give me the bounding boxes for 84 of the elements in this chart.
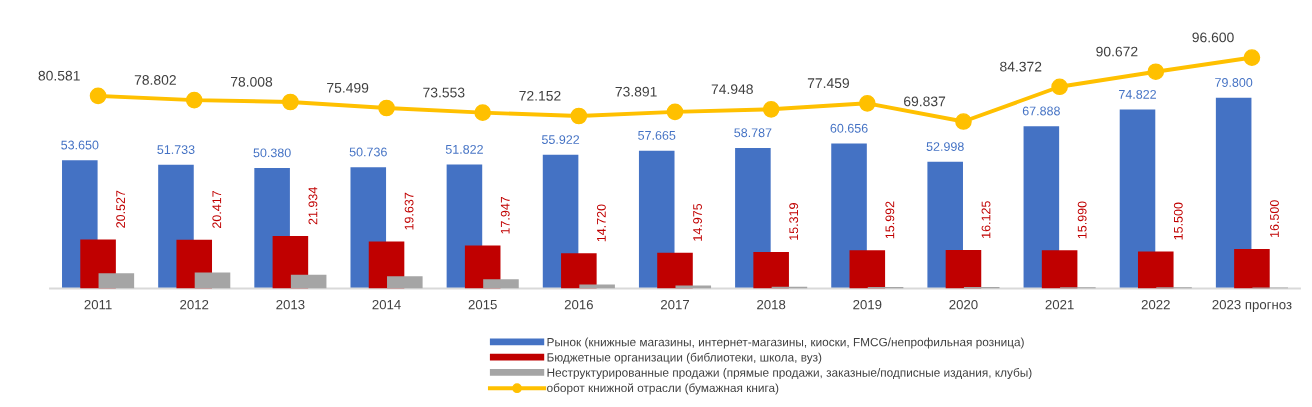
bar <box>387 276 423 289</box>
data-label: 69.837 <box>904 96 946 107</box>
data-label: 20.417 <box>212 190 222 228</box>
legend-label: оборот книжной отрасли (бумажная книга) <box>547 383 779 395</box>
x-tick-label: 2020 <box>949 299 978 310</box>
data-label: 78.802 <box>134 75 176 85</box>
bar <box>1234 249 1270 289</box>
x-tick-label: 2017 <box>660 299 690 310</box>
data-label: 15.319 <box>789 203 799 240</box>
point <box>378 99 395 117</box>
legend-label: Неструктурированные продажи (прямые продажи, заказные/подписные издания, клубы) <box>547 367 1032 380</box>
data-label: 52.998 <box>926 142 964 151</box>
legend-label: Бюджетные организации (библиотеки, школа, вуз) <box>547 352 822 364</box>
bar <box>561 253 597 289</box>
data-label: 50.380 <box>253 148 291 158</box>
point <box>89 87 107 105</box>
point <box>474 104 492 121</box>
data-label: 16.500 <box>1270 200 1279 237</box>
data-label: 74.822 <box>1119 89 1156 99</box>
data-label: 96.600 <box>1192 32 1234 43</box>
data-label: 57.665 <box>638 130 676 140</box>
bar <box>290 274 327 289</box>
data-label: 79.800 <box>1215 78 1253 87</box>
data-label: 19.637 <box>404 192 414 230</box>
data-label: 51.733 <box>157 145 195 155</box>
x-tick-label: 2022 <box>1141 299 1170 310</box>
point <box>666 103 684 121</box>
data-label: 55.922 <box>541 135 580 144</box>
bar <box>675 285 712 289</box>
x-tick-label: 2019 <box>853 299 882 310</box>
bar <box>753 251 789 289</box>
x-tick-label: 2023 прогноз <box>1212 299 1292 312</box>
data-label: 50.736 <box>349 147 387 157</box>
data-label: 20.527 <box>116 190 126 228</box>
data-label: 14.975 <box>693 203 702 241</box>
point <box>185 91 203 109</box>
x-tick-label: 2018 <box>757 299 786 310</box>
point <box>858 94 876 112</box>
point <box>1243 49 1261 66</box>
bar <box>945 249 982 289</box>
data-label: 53.650 <box>61 140 99 150</box>
data-label: 17.947 <box>500 196 510 234</box>
data-label: 58.787 <box>734 128 772 138</box>
bar <box>579 284 615 289</box>
data-label: 51.822 <box>445 144 483 154</box>
data-label: 74.948 <box>711 84 753 95</box>
x-tick-label: 2014 <box>372 299 401 310</box>
x-tick-label: 2011 <box>84 299 112 310</box>
data-label: 72.152 <box>519 90 561 101</box>
data-label: 75.499 <box>327 82 369 93</box>
data-label: 78.008 <box>230 76 273 87</box>
point <box>762 100 780 118</box>
bar <box>1137 251 1174 289</box>
data-label: 15.992 <box>885 201 895 239</box>
x-tick-label: 2013 <box>276 299 305 310</box>
data-label: 21.934 <box>308 187 318 225</box>
data-label: 73.891 <box>615 86 657 97</box>
bar <box>849 250 886 289</box>
data-label: 77.459 <box>807 78 849 89</box>
data-label: 16.125 <box>981 201 991 238</box>
data-label: 84.372 <box>1000 61 1042 72</box>
data-label: 15.990 <box>1077 201 1087 239</box>
point <box>282 93 299 111</box>
bar <box>194 272 231 289</box>
x-tick-label: 2015 <box>468 299 497 310</box>
point <box>1147 63 1165 81</box>
data-label: 80.581 <box>38 70 80 81</box>
point <box>955 113 972 130</box>
data-label: 60.656 <box>830 123 868 133</box>
bar <box>483 279 519 289</box>
legend-label: Рынок (книжные магазины, интернет-магазины, киоски, FMCG/непрофильная розница) <box>547 337 1024 349</box>
point <box>570 107 588 125</box>
data-label: 67.888 <box>1022 106 1060 116</box>
point <box>1051 78 1068 96</box>
bar <box>1041 250 1078 289</box>
x-tick-label: 2021 <box>1045 299 1074 310</box>
x-tick-label: 2012 <box>180 299 209 310</box>
data-label: 73.553 <box>423 87 465 98</box>
data-label: 15.500 <box>1173 202 1183 240</box>
bar <box>657 252 693 289</box>
x-tick-label: 2016 <box>564 299 593 310</box>
data-label: 90.672 <box>1096 46 1138 57</box>
data-label: 14.720 <box>596 204 606 242</box>
bar <box>98 273 135 289</box>
